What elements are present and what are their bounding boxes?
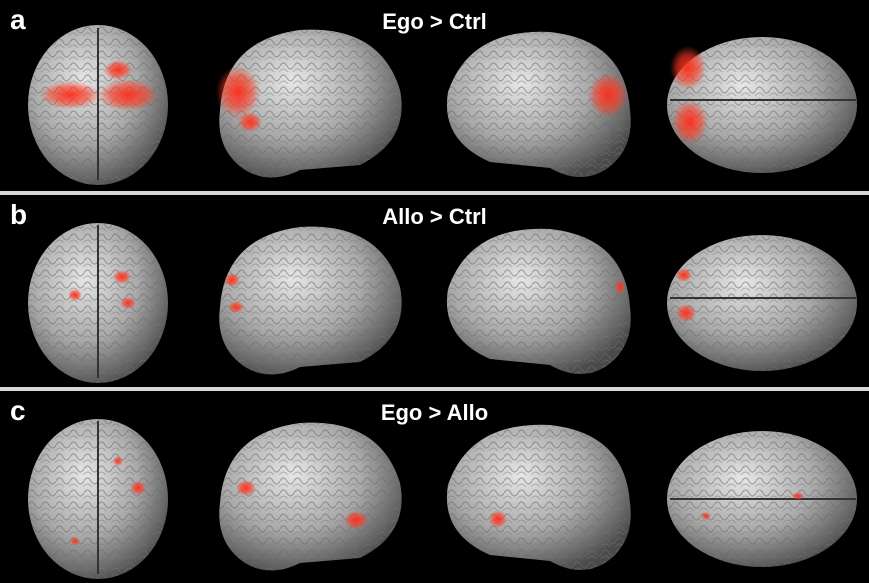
activation-blob — [670, 46, 706, 90]
activation-blob — [228, 301, 244, 313]
brain-left-lateral-view — [216, 29, 402, 178]
panel-b: b Allo > Ctrl — [0, 195, 869, 387]
panel-title: Ego > Allo — [380, 400, 489, 425]
activation-blob — [236, 480, 256, 496]
activation-blob — [588, 73, 628, 117]
panel-c: c Ego > Allo — [0, 391, 869, 583]
brain-right-lateral-view — [446, 31, 631, 178]
activation-blob — [40, 81, 100, 109]
brain-posterior-view — [28, 419, 168, 579]
activation-blob — [792, 492, 804, 500]
brain-right-lateral-view — [446, 424, 631, 571]
activation-blob — [216, 66, 260, 118]
brain-views — [28, 419, 857, 579]
brain-dorsal-view — [667, 235, 857, 371]
panel-letter: b — [10, 199, 28, 230]
activation-blob — [344, 511, 368, 529]
panel-title: Ego > Ctrl — [382, 9, 487, 34]
activation-blob — [238, 112, 262, 132]
activation-blob — [224, 273, 240, 287]
panel-divider — [0, 191, 869, 195]
activation-blob — [113, 456, 123, 466]
activation-blob — [68, 289, 82, 301]
panel-letter: a — [10, 4, 26, 35]
activation-blob — [130, 481, 146, 495]
brain-views — [28, 223, 857, 383]
activation-blob — [672, 100, 708, 144]
activation-blob — [615, 280, 625, 294]
activation-blob — [104, 60, 132, 80]
activation-blob — [701, 512, 711, 520]
activation-blob — [676, 304, 696, 322]
brain-posterior-view — [28, 25, 168, 185]
brain-left-lateral-view — [219, 422, 402, 571]
brain-dorsal-view — [667, 37, 857, 173]
panel-divider — [0, 387, 869, 391]
activation-blob — [70, 537, 80, 545]
brain-left-lateral-view — [219, 226, 402, 375]
activation-blob — [676, 268, 692, 282]
brain-dorsal-view — [667, 431, 857, 567]
activation-blob — [120, 297, 136, 309]
panel-a: a Ego > Ctrl — [0, 0, 869, 191]
activation-blob — [113, 270, 131, 284]
brain-views — [28, 25, 857, 185]
activation-blob — [98, 79, 158, 111]
panel-title: Allo > Ctrl — [382, 204, 487, 229]
brain-right-lateral-view — [446, 228, 631, 375]
panel-letter: c — [10, 395, 26, 426]
brain-posterior-view — [28, 223, 168, 383]
activation-blob — [489, 510, 507, 528]
